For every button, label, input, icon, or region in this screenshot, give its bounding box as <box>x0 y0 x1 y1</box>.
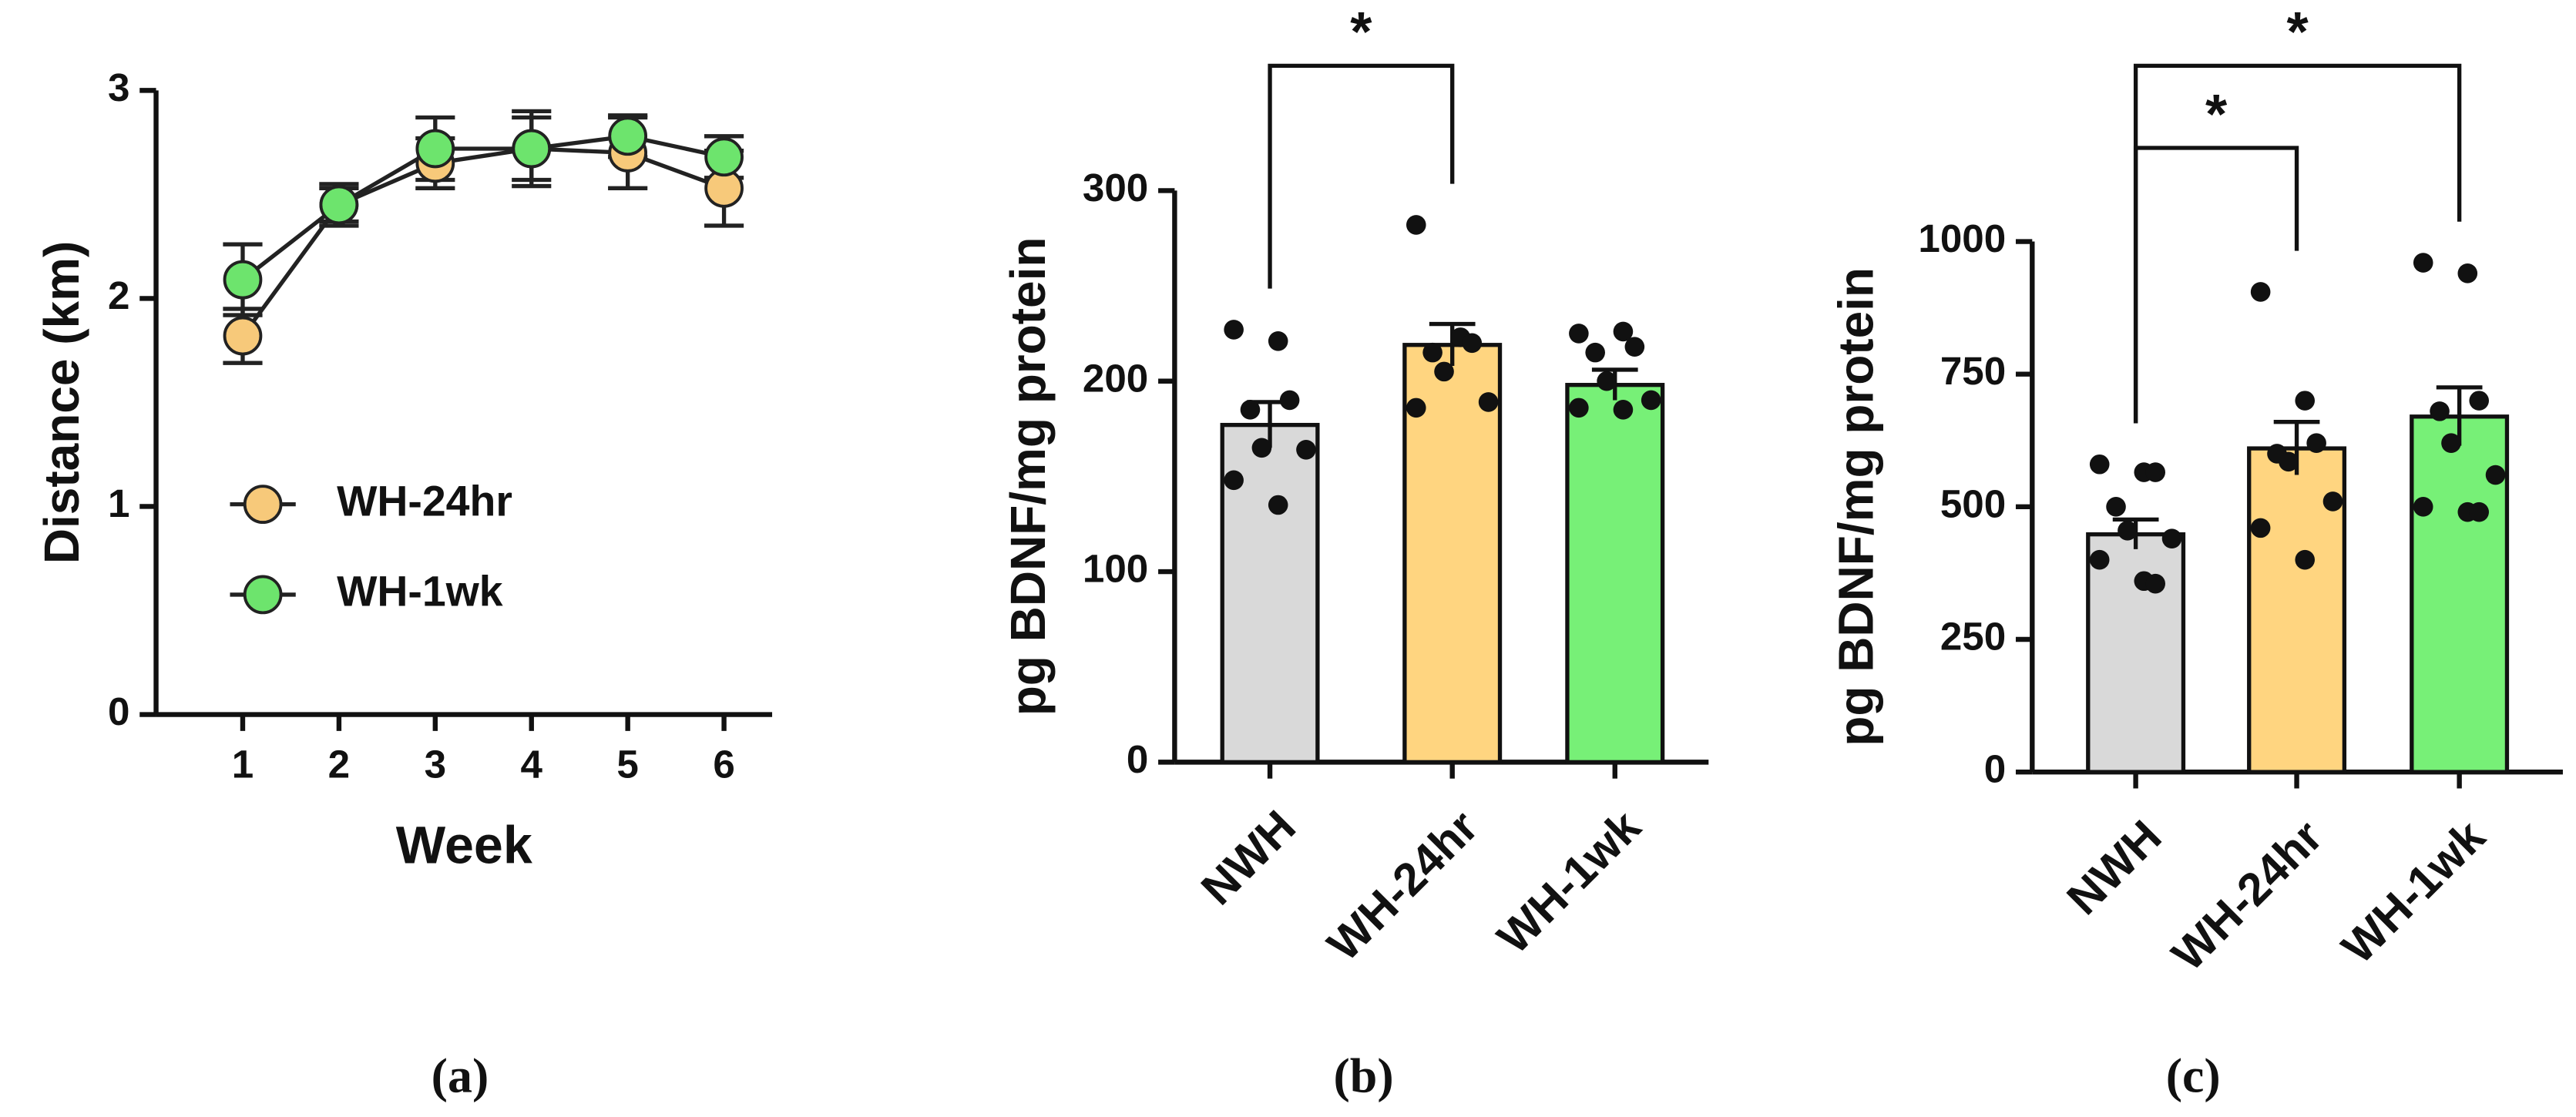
legend-marker <box>243 575 283 615</box>
data-point <box>1240 400 1261 420</box>
x-tick-label: 6 <box>713 742 734 786</box>
y-tick-label: 0 <box>1127 737 1148 781</box>
x-axis-title: Week <box>396 816 532 874</box>
y-axis-title: Distance (km) <box>34 241 89 564</box>
data-point <box>2485 465 2506 485</box>
data-point <box>2145 573 2165 594</box>
caption: (c) <box>2166 1048 2221 1103</box>
x-tick-label: 4 <box>521 742 543 786</box>
data-point <box>1279 390 1300 411</box>
data-point <box>1585 342 1605 363</box>
data-point <box>2441 433 2461 453</box>
x-tick-label: NWH <box>1191 800 1305 914</box>
significance-bracket <box>1268 63 1455 289</box>
data-point <box>1462 333 1483 354</box>
data-point <box>2250 518 2271 538</box>
caption: (a) <box>432 1048 489 1103</box>
x-tick-label: WH-1wk <box>2332 810 2495 973</box>
data-point <box>1641 390 1661 411</box>
series-line <box>240 146 725 337</box>
data-point <box>1251 438 1272 458</box>
x-tick-label: 3 <box>425 742 446 786</box>
data-point <box>1268 495 1288 515</box>
significance-bracket <box>2133 63 2462 424</box>
bar <box>2086 532 2186 774</box>
data-point <box>2295 391 2316 411</box>
x-tick-label: WH-24hr <box>2162 810 2333 981</box>
data-point <box>2457 263 2478 283</box>
x-tick-label: 1 <box>232 742 254 786</box>
data-point <box>1597 371 1617 391</box>
data-point <box>1613 321 1634 342</box>
y-tick-label: 500 <box>1940 481 2006 525</box>
x-tick-label: NWH <box>2057 810 2171 924</box>
data-point <box>1569 324 1589 344</box>
y-tick-label: 100 <box>1083 547 1148 591</box>
data-point <box>2161 528 2182 548</box>
y-tick-label: 3 <box>108 65 129 109</box>
y-tick-label: 1000 <box>1918 216 2006 260</box>
data-point <box>1224 320 1244 340</box>
y-axis-title: pg BDNF/mg protein <box>1000 237 1056 716</box>
y-axis-title: pg BDNF/mg protein <box>1828 267 1883 746</box>
data-point <box>1422 342 1442 363</box>
y-tick-label: 200 <box>1083 356 1148 400</box>
data-point <box>2430 401 2450 421</box>
marker <box>319 185 359 225</box>
data-point <box>2089 549 2110 570</box>
data-point <box>2306 433 2326 453</box>
legend-label: WH-24hr <box>337 477 512 525</box>
data-point <box>2413 497 2433 517</box>
data-point <box>1296 439 1316 460</box>
data-point <box>2469 391 2490 411</box>
data-point <box>2145 462 2165 482</box>
marker <box>512 129 552 169</box>
data-point <box>2279 451 2299 472</box>
y-tick-label: 0 <box>108 689 129 733</box>
significance-label: * <box>1350 1 1372 63</box>
significance-label: * <box>2205 83 2228 146</box>
y-tick-label: 250 <box>1940 615 2006 659</box>
data-point <box>1406 397 1426 418</box>
marker <box>415 129 455 169</box>
data-point <box>2469 501 2490 522</box>
data-point <box>1268 331 1288 351</box>
y-tick-label: 2 <box>108 273 129 317</box>
x-tick-label: WH-24hr <box>1318 800 1488 971</box>
data-point <box>2118 521 2138 541</box>
data-point <box>1434 361 1454 382</box>
legend-label: WH-1wk <box>337 568 503 616</box>
data-point <box>2089 454 2110 475</box>
error-bar <box>2436 385 2483 446</box>
legend-marker <box>243 485 283 525</box>
marker <box>704 137 744 177</box>
y-tick-label: 1 <box>108 481 129 525</box>
x-tick-label: 5 <box>616 742 638 786</box>
bar <box>1565 383 1665 765</box>
data-point <box>1624 337 1645 357</box>
caption: (b) <box>1333 1048 1393 1103</box>
data-point <box>1613 400 1634 420</box>
x-tick-label: 2 <box>328 742 350 786</box>
data-point <box>1224 470 1244 491</box>
y-tick-label: 750 <box>1940 349 2006 393</box>
data-point <box>2295 549 2316 570</box>
y-tick-label: 0 <box>1984 747 2006 791</box>
significance-label: * <box>2287 1 2309 63</box>
marker <box>608 116 648 156</box>
y-tick-label: 300 <box>1083 166 1148 210</box>
data-point <box>2106 497 2126 517</box>
significance-bracket <box>2133 146 2299 424</box>
data-point <box>1478 392 1499 412</box>
data-point <box>2250 282 2271 302</box>
error-bar <box>1429 321 1476 366</box>
x-tick-label: WH-1wk <box>1487 800 1651 964</box>
data-point <box>1569 397 1589 418</box>
data-point <box>2322 491 2343 512</box>
marker <box>223 316 263 356</box>
data-point <box>1406 215 1426 235</box>
data-point <box>2413 253 2433 273</box>
marker <box>223 260 263 300</box>
